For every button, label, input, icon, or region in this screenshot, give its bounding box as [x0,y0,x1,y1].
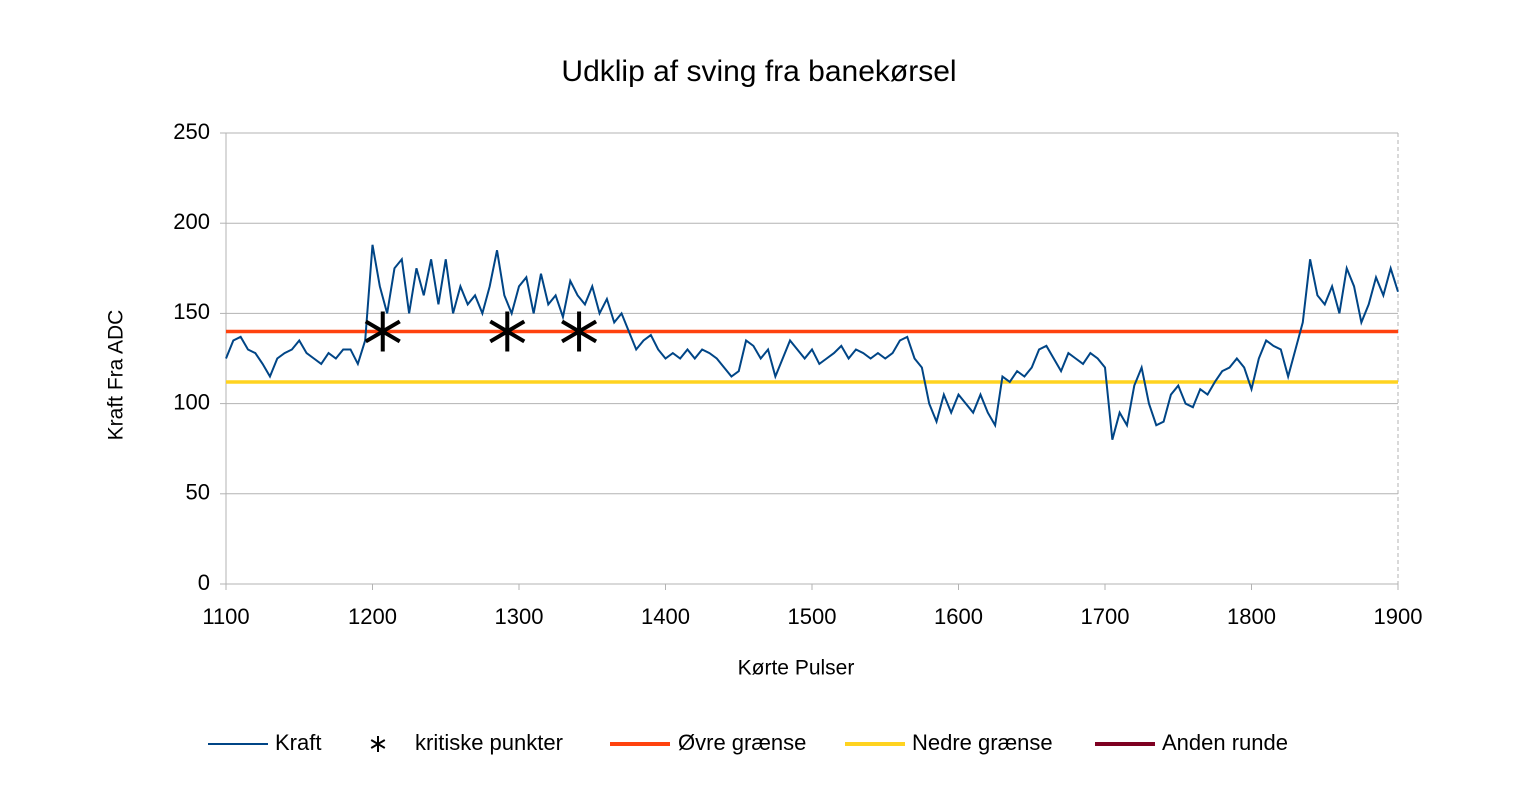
y-axis-label: Kraft Fra ADC [105,310,128,441]
legend-label: Anden runde [1162,730,1288,755]
legend-label: Øvre grænse [678,730,806,755]
data-point [561,311,598,352]
legend-label: Nedre grænse [912,730,1053,755]
y-tick-label: 200 [173,209,210,234]
x-tick-label: 1300 [495,604,544,629]
y-tick-label: 50 [186,480,210,505]
x-tick-label: 1800 [1227,604,1276,629]
x-tick-label: 1500 [788,604,837,629]
y-tick-label: 150 [173,299,210,324]
y-tick-label: 0 [198,570,210,595]
data-point [364,311,401,352]
legend-label: kritiske punkter [415,730,563,755]
x-tick-label: 1200 [348,604,397,629]
data-point [489,311,526,352]
x-tick-label: 1600 [934,604,983,629]
x-tick-label: 1400 [641,604,690,629]
y-tick-label: 250 [173,119,210,144]
legend-label: Kraft [275,730,321,755]
chart-title: Udklip af sving fra banekørsel [561,55,956,88]
y-tick-label: 100 [173,389,210,414]
x-tick-label: 1100 [202,604,249,629]
legend-symbol [370,736,386,752]
data-line [225,244,1399,440]
x-tick-label: 1700 [1081,604,1130,629]
x-axis-label: Kørte Pulser [738,657,855,680]
x-tick-label: 1900 [1374,604,1423,629]
